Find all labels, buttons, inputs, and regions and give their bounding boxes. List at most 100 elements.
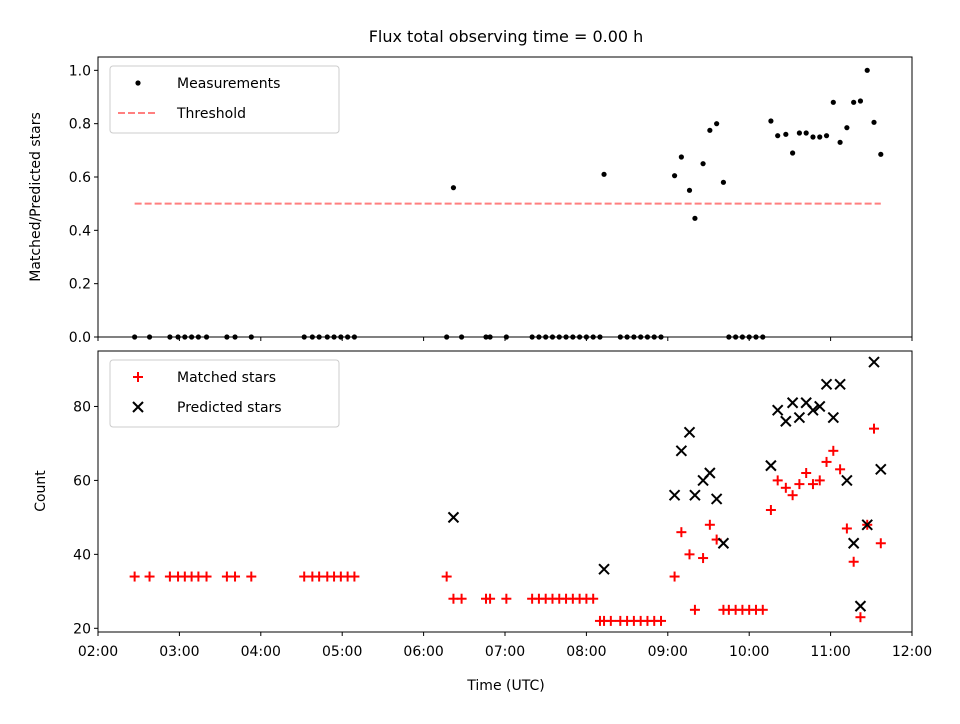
matched-star-point <box>801 468 812 479</box>
measurement-point <box>775 133 781 139</box>
matched-star-point <box>772 475 783 486</box>
measurement-point <box>803 130 809 136</box>
predicted-star-point <box>827 411 840 424</box>
matched-star-point <box>757 604 768 615</box>
matched-star-point <box>656 615 667 626</box>
measurement-point <box>651 334 657 340</box>
measurement-point <box>726 334 732 340</box>
top-y-tick-label: 0.4 <box>69 223 91 239</box>
predicted-star-point <box>675 445 688 457</box>
top-panel: 0.0 0.2 0.4 0.6 0.8 1.0 Measurements Threshold <box>69 56 913 346</box>
matched-star-point <box>848 556 859 567</box>
measurement-point <box>692 215 698 221</box>
predicted-star-point <box>689 489 701 501</box>
x-tick-label: 11:00 <box>810 644 850 660</box>
matched-star-point <box>129 571 140 582</box>
measurement-point <box>746 334 752 340</box>
measurement-point <box>583 334 590 340</box>
x-tick-label: 07:00 <box>485 644 525 660</box>
measurement-point <box>617 334 623 340</box>
measurement-point <box>830 99 836 105</box>
measurement-point <box>189 334 195 340</box>
matched-star-point <box>814 475 825 486</box>
bottom-y-axis-label: Count <box>33 470 49 512</box>
measurement-point <box>790 150 796 156</box>
predicted-star-point <box>875 463 887 476</box>
matched-star-point <box>807 479 818 490</box>
bottom-y-tick-label: 20 <box>73 621 91 637</box>
matched-star-point <box>704 519 715 530</box>
measurement-point <box>577 334 583 340</box>
predicted-star-point <box>807 404 819 416</box>
measurement-point <box>783 131 789 137</box>
measurement-point <box>686 187 693 193</box>
measurement-point <box>733 334 739 340</box>
predicted-star-point <box>847 537 860 549</box>
measurement-point <box>301 334 307 340</box>
x-tick-label: 06:00 <box>403 644 443 660</box>
measurement-point <box>338 334 344 340</box>
matched-star-point <box>676 527 687 538</box>
top-y-tick-label: 1.0 <box>69 63 91 79</box>
predicted-star-point <box>841 474 853 487</box>
measurement-point <box>823 133 830 139</box>
bottom-legend-box <box>109 359 340 428</box>
measurement-point <box>536 334 542 340</box>
bottom-y-tick-label: 60 <box>73 473 91 489</box>
measurement-point <box>857 98 864 104</box>
measurement-point <box>671 173 678 179</box>
predicted-star-point <box>786 397 799 409</box>
matched-star-point <box>501 593 512 604</box>
matched-star-point <box>684 549 695 560</box>
x-tick-label: 02:00 <box>78 644 118 660</box>
top-y-tick-label: 0.2 <box>69 277 91 293</box>
measurement-point <box>543 334 549 340</box>
x-tick-label: 03:00 <box>159 644 199 660</box>
matched-star-point <box>841 523 852 534</box>
measurement-point <box>810 134 816 140</box>
measurement-point <box>601 171 607 177</box>
x-tick-label: 10:00 <box>729 644 769 660</box>
matched-star-point <box>588 593 599 604</box>
measurement-point <box>324 334 330 340</box>
measurement-point <box>638 334 644 340</box>
x-axis-label: Time (UTC) <box>466 678 544 694</box>
legend-label: Threshold <box>176 106 246 122</box>
measurement-point <box>444 334 450 340</box>
x-tick-label: 12:00 <box>892 644 932 660</box>
matched-star-point <box>201 571 212 582</box>
measurement-point <box>345 334 351 340</box>
measurement-point <box>351 334 358 340</box>
measurement-point <box>678 154 684 160</box>
legend-label: Measurements <box>177 76 280 92</box>
x-tick-label: 09:00 <box>648 644 688 660</box>
predicted-star-point <box>793 411 806 424</box>
measurement-point <box>851 99 857 105</box>
predicted-star-point <box>765 459 777 472</box>
measurement-point <box>714 121 720 127</box>
x-tick-label: 04:00 <box>241 644 281 660</box>
measurement-point <box>232 334 238 340</box>
measurement-point <box>450 185 457 191</box>
predicted-star-point <box>668 489 681 501</box>
measurement-point <box>597 334 603 340</box>
matched-star-point <box>869 423 880 434</box>
measurement-point <box>458 334 465 340</box>
x-tick-label: 08:00 <box>566 644 606 660</box>
measurement-point <box>309 334 315 340</box>
predicted-star-point <box>717 537 730 549</box>
measurement-point <box>167 334 173 340</box>
matched-star-point <box>689 604 700 615</box>
measurement-point <box>224 334 230 340</box>
matched-star-point <box>875 538 886 549</box>
measurement-point <box>195 334 201 340</box>
measurement-point <box>878 151 884 157</box>
matched-star-point <box>780 482 791 493</box>
predicted-star-point <box>710 493 723 505</box>
matched-star-point <box>669 571 680 582</box>
matched-star-point <box>230 571 241 582</box>
measurement-point <box>739 334 746 340</box>
measurement-point <box>529 334 535 340</box>
